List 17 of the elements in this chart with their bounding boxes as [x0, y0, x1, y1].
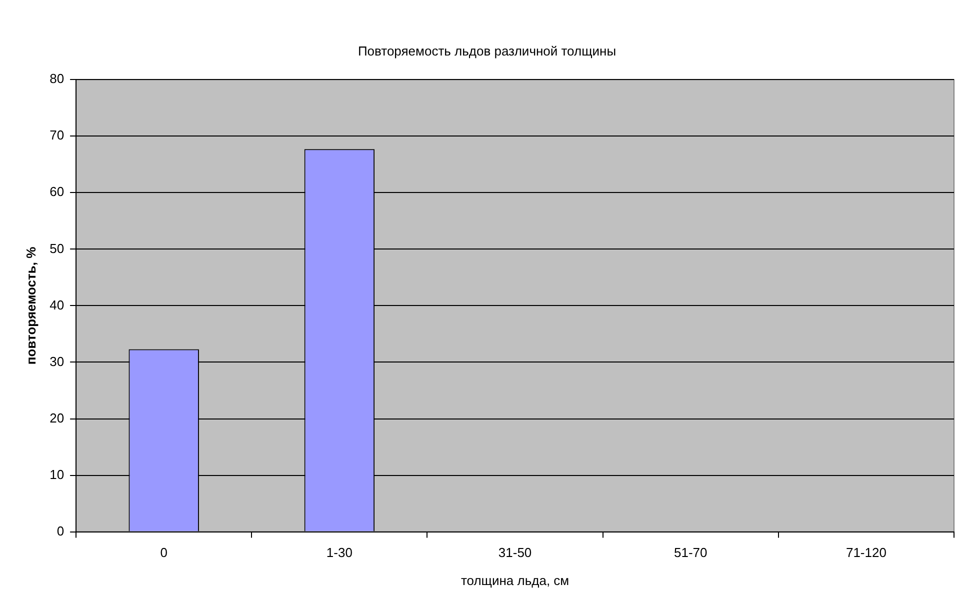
x-axis-title: толщина льда, см [460, 572, 570, 588]
chart-title: Повторяемость льдов различной толщины [358, 43, 616, 58]
x-tick-label: 0 [160, 545, 168, 560]
x-tick-label: 31-50 [498, 545, 532, 560]
y-tick-label: 20 [50, 410, 64, 426]
y-axis-title: повторяемость, % [23, 246, 38, 365]
y-tick-label: 10 [50, 466, 64, 482]
x-tick-label: 1-30 [326, 545, 352, 560]
y-tick-label: 70 [50, 128, 64, 143]
x-tick-label: 51-70 [674, 545, 708, 560]
y-tick-label: 0 [56, 523, 64, 538]
y-tick-label: 80 [50, 71, 64, 86]
x-tick-label: 71-120 [846, 545, 886, 560]
y-tick-label: 40 [50, 297, 64, 312]
y-tick-label: 50 [50, 240, 64, 256]
y-tick-label: 60 [50, 184, 64, 200]
y-tick-label: 30 [50, 354, 64, 369]
